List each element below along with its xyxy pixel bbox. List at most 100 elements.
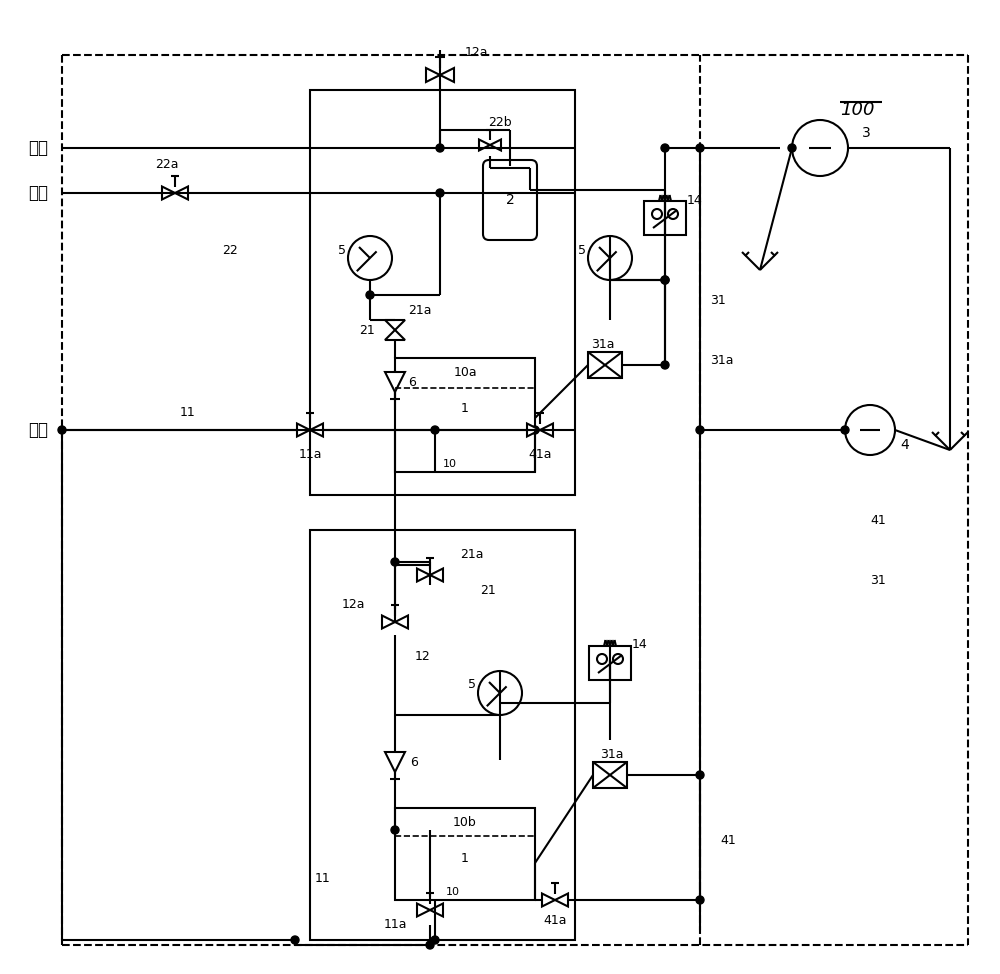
Polygon shape	[479, 139, 490, 151]
Text: 12a: 12a	[342, 598, 365, 612]
Bar	[593, 762, 627, 788]
Circle shape	[597, 654, 607, 664]
Text: 21: 21	[359, 323, 375, 336]
Circle shape	[431, 426, 439, 434]
Text: 10b: 10b	[453, 815, 477, 829]
Circle shape	[436, 144, 444, 152]
Circle shape	[668, 209, 678, 219]
Polygon shape	[417, 904, 430, 917]
Polygon shape	[426, 68, 440, 82]
Bar	[395, 808, 535, 900]
Polygon shape	[297, 424, 310, 436]
Text: 31: 31	[710, 293, 726, 307]
Text: 6: 6	[410, 756, 418, 768]
Text: 1: 1	[461, 851, 469, 865]
Polygon shape	[385, 320, 405, 330]
Circle shape	[792, 120, 848, 176]
Polygon shape	[385, 752, 405, 772]
Polygon shape	[175, 186, 188, 200]
Text: 22: 22	[222, 244, 238, 256]
Bar	[395, 358, 535, 472]
Circle shape	[613, 654, 623, 664]
Polygon shape	[162, 186, 175, 200]
Bar	[310, 530, 575, 940]
Text: 31a: 31a	[600, 748, 624, 762]
Circle shape	[366, 291, 374, 299]
Text: 5: 5	[338, 244, 346, 256]
Circle shape	[391, 558, 399, 566]
Circle shape	[391, 826, 399, 834]
FancyBboxPatch shape	[483, 160, 537, 240]
Circle shape	[652, 209, 662, 219]
Circle shape	[478, 671, 522, 715]
Bar	[589, 646, 631, 680]
Circle shape	[696, 771, 704, 779]
Text: 31a: 31a	[591, 339, 615, 352]
Polygon shape	[555, 893, 568, 907]
Bar	[588, 352, 622, 378]
Text: 真空: 真空	[28, 421, 48, 439]
Polygon shape	[417, 569, 430, 581]
Text: 2: 2	[506, 193, 514, 207]
Text: 12a: 12a	[465, 46, 488, 58]
Circle shape	[661, 276, 669, 284]
Text: 21a: 21a	[460, 548, 484, 561]
Text: 11a: 11a	[298, 448, 322, 462]
Circle shape	[348, 236, 392, 280]
Text: 22b: 22b	[488, 116, 512, 129]
Polygon shape	[527, 424, 540, 436]
Text: 22a: 22a	[155, 159, 178, 171]
Text: 10: 10	[446, 887, 460, 897]
Circle shape	[588, 236, 632, 280]
Polygon shape	[310, 424, 323, 436]
Circle shape	[696, 426, 704, 434]
Circle shape	[841, 426, 849, 434]
Bar	[310, 90, 575, 495]
Circle shape	[696, 896, 704, 904]
Circle shape	[436, 189, 444, 197]
Text: 12: 12	[415, 651, 431, 663]
Polygon shape	[430, 904, 443, 917]
Polygon shape	[542, 893, 555, 907]
Text: 6: 6	[408, 376, 416, 389]
Text: 14: 14	[687, 194, 703, 206]
Text: 21a: 21a	[408, 304, 432, 317]
Text: 11: 11	[314, 872, 330, 884]
Polygon shape	[385, 330, 405, 340]
Text: 空气: 空气	[28, 139, 48, 157]
Polygon shape	[385, 372, 405, 392]
Text: 14: 14	[632, 639, 648, 652]
Text: 5: 5	[468, 679, 476, 692]
Circle shape	[661, 276, 669, 284]
Circle shape	[788, 144, 796, 152]
Text: 41a: 41a	[528, 448, 552, 462]
Text: 11a: 11a	[383, 918, 407, 931]
Circle shape	[431, 936, 439, 944]
Text: 3: 3	[862, 126, 871, 140]
Text: 10a: 10a	[453, 366, 477, 380]
Bar	[644, 201, 686, 235]
Circle shape	[845, 405, 895, 455]
Polygon shape	[440, 68, 454, 82]
Text: 5: 5	[578, 244, 586, 256]
Polygon shape	[490, 139, 501, 151]
Circle shape	[661, 144, 669, 152]
Text: 100: 100	[840, 101, 874, 119]
Text: 41: 41	[870, 513, 886, 527]
Text: 21: 21	[480, 583, 496, 596]
Text: 4: 4	[900, 438, 909, 452]
Text: 11: 11	[179, 406, 195, 420]
Polygon shape	[540, 424, 553, 436]
Polygon shape	[430, 569, 443, 581]
Text: 41a: 41a	[543, 914, 567, 926]
Circle shape	[531, 426, 539, 434]
Text: 31: 31	[870, 574, 886, 586]
Circle shape	[58, 426, 66, 434]
Circle shape	[696, 144, 704, 152]
Polygon shape	[382, 616, 395, 628]
Text: 氮气: 氮气	[28, 184, 48, 202]
Circle shape	[426, 941, 434, 949]
Text: 31a: 31a	[710, 354, 734, 366]
Text: 1: 1	[461, 401, 469, 415]
Polygon shape	[395, 616, 408, 628]
